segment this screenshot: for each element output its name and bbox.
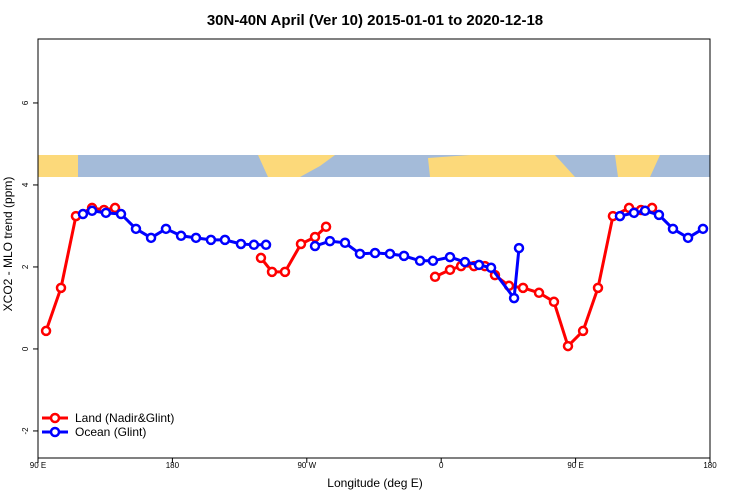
point — [109, 202, 121, 214]
point — [513, 242, 525, 254]
y-tick-label: 4 — [21, 182, 30, 187]
point — [295, 238, 307, 250]
y-tick-label: 2 — [21, 264, 30, 269]
point — [444, 264, 456, 276]
point — [260, 239, 272, 251]
point — [562, 340, 574, 352]
x-tick-label: 90 W — [297, 461, 316, 470]
point — [485, 262, 497, 274]
point — [190, 232, 202, 244]
x-tick-label: 180 — [703, 461, 717, 470]
point — [548, 296, 560, 308]
legend-marker — [49, 412, 61, 424]
y-axis-label: XCO2 - MLO trend (ppm) — [1, 177, 15, 312]
point — [100, 207, 112, 219]
point — [614, 210, 626, 222]
point — [279, 266, 291, 278]
point — [667, 223, 679, 235]
point — [577, 325, 589, 337]
point — [398, 250, 410, 262]
point — [697, 223, 709, 235]
point — [429, 271, 441, 283]
point — [248, 239, 260, 251]
point — [77, 208, 89, 220]
point — [309, 231, 321, 243]
point — [205, 234, 217, 246]
point — [175, 230, 187, 242]
legend-label: Ocean (Glint) — [75, 425, 146, 439]
y-tick-label: -2 — [21, 427, 30, 435]
point — [339, 237, 351, 249]
point — [86, 205, 98, 217]
x-tick-label: 0 — [439, 461, 444, 470]
point — [266, 266, 278, 278]
point — [219, 234, 231, 246]
point — [324, 235, 336, 247]
point — [130, 223, 142, 235]
point — [653, 209, 665, 221]
legend-label: Land (Nadir&Glint) — [75, 411, 174, 425]
point — [508, 292, 520, 304]
point — [384, 248, 396, 260]
point — [354, 248, 366, 260]
point — [55, 282, 67, 294]
x-tick-label: 180 — [166, 461, 180, 470]
point — [682, 232, 694, 244]
point — [40, 325, 52, 337]
plot-frame — [37, 38, 711, 459]
point — [628, 207, 640, 219]
chart-title: 30N-40N April (Ver 10) 2015-01-01 to 202… — [207, 12, 543, 29]
y-tick-label: 0 — [21, 346, 30, 351]
x-tick-label: 90 E — [30, 461, 46, 470]
point — [369, 247, 381, 259]
y-tick-label: 6 — [21, 100, 30, 105]
point — [115, 208, 127, 220]
map-strip — [38, 155, 710, 177]
point — [639, 205, 651, 217]
point — [160, 223, 172, 235]
point — [473, 259, 485, 271]
point — [427, 255, 439, 267]
point — [414, 255, 426, 267]
point — [255, 252, 267, 264]
point — [235, 238, 247, 250]
point — [517, 282, 529, 294]
point — [309, 240, 321, 252]
point — [320, 221, 332, 233]
legend-marker — [49, 426, 61, 438]
x-tick-label: 90 E — [567, 461, 583, 470]
point — [145, 232, 157, 244]
point — [459, 256, 471, 268]
point — [592, 282, 604, 294]
x-axis-label: Longitude (deg E) — [327, 476, 422, 490]
point — [533, 287, 545, 299]
point — [444, 251, 456, 263]
